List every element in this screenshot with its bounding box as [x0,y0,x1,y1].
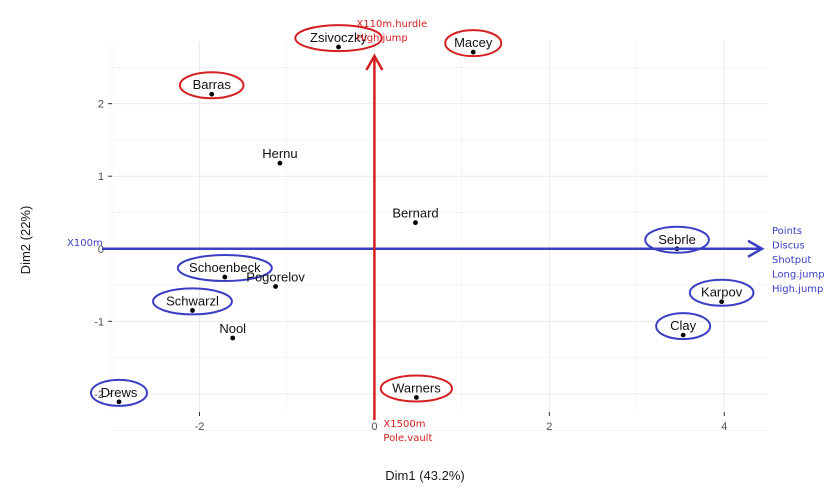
point-marker [273,284,278,289]
right-annotation-label: Long.jump [772,270,825,281]
point-schwarzl: Schwarzl [152,287,233,316]
right-annotation-label: Points [772,226,802,237]
tick-layer: -2 0 2 4 -2 -1 0 1 2 [94,99,727,433]
point-label: Karpov [701,285,743,300]
point-label: Schoenbeck [189,260,261,275]
top-annotation-label: High.jump [356,33,407,44]
point-label: Bernard [392,206,438,221]
point-label: Clay [670,318,697,333]
vertical-arrowhead [365,53,384,71]
point-marker [336,44,341,50]
bottom-annotation-label: Pole.vault [383,433,432,444]
point-marker [413,220,418,226]
point-label: Macey [454,35,493,50]
right-annotation-label: High.jump [772,284,823,295]
point-macey: Macey [444,29,503,58]
point-marker [230,335,236,341]
point-label: Barras [193,77,232,92]
highlight-ellipse [644,225,710,254]
point-marker [209,91,215,97]
point-label: Warners [392,380,441,395]
x-axis-title: Dim1 (43.2%) [385,468,464,483]
point-pogorelov: Pogorelov [246,269,305,289]
point-label: Pogorelov [246,269,305,284]
point-karpov: Karpov [688,278,755,307]
point-marker [413,395,419,400]
point-barras: Barras [178,71,245,100]
point-layer: Zsivoczky Macey Barras Hernu Bernard Sebrle Sc… [89,24,755,407]
point-zsivoczky: Zsivoczky [294,24,383,53]
highlight-ellipse [178,71,245,100]
highlight-ellipse [294,24,383,53]
annotation-layer: X110m.hurdle High.jump X1500m Pole.vault X10… [67,19,825,444]
point-warners: Warners [379,374,453,403]
highlight-ellipse [444,29,503,58]
x-tick-label: 4 [721,421,727,433]
point-label: Schwarzl [166,293,219,308]
point-schoenbeck: Schoenbeck [176,254,273,283]
bottom-annotation-label: X1500m [383,419,425,430]
point-clay: Clay [655,312,712,341]
point-label: Nool [219,321,246,336]
point-bernard: Bernard [392,206,439,226]
highlight-ellipse [176,254,273,283]
top-annotation-label: X110m.hurdle [356,19,427,30]
right-annotation-label: Discus [772,241,805,252]
horizontal-arrowhead [747,239,765,258]
y-axis-title: Dim2 (22%) [18,206,33,275]
point-marker [680,332,686,338]
point-drews: Drews [89,378,148,407]
x-tick-label: -2 [195,421,205,433]
x-tick-label: 2 [546,421,552,433]
highlight-ellipse [379,374,453,403]
point-label: Drews [101,385,138,400]
point-label: Hernu [262,146,297,161]
point-label: Sebrle [658,232,696,247]
y-tick-label: 0 [98,244,104,256]
point-marker [277,160,283,166]
point-marker [116,399,122,405]
y-tick-label: 1 [98,171,104,183]
point-marker [222,274,228,280]
point-hernu: Hernu [262,146,298,166]
point-marker [470,49,476,55]
left-annotation-label: X100m [67,238,103,249]
point-marker [190,308,195,313]
point-nool: Nool [219,321,246,341]
highlight-ellipse [655,312,712,341]
point-marker [719,299,725,305]
right-annotation-label: Shotput [772,255,811,266]
arrow-layer [102,53,765,420]
highlight-ellipse [89,378,148,407]
highlight-ellipse [152,287,233,316]
y-tick-label: -2 [94,389,104,401]
highlight-ellipse [688,278,755,307]
y-tick-label: 2 [98,99,104,111]
y-tick-label: -1 [94,316,104,328]
x-tick-label: 0 [371,421,377,433]
point-label: Zsivoczky [310,30,368,45]
